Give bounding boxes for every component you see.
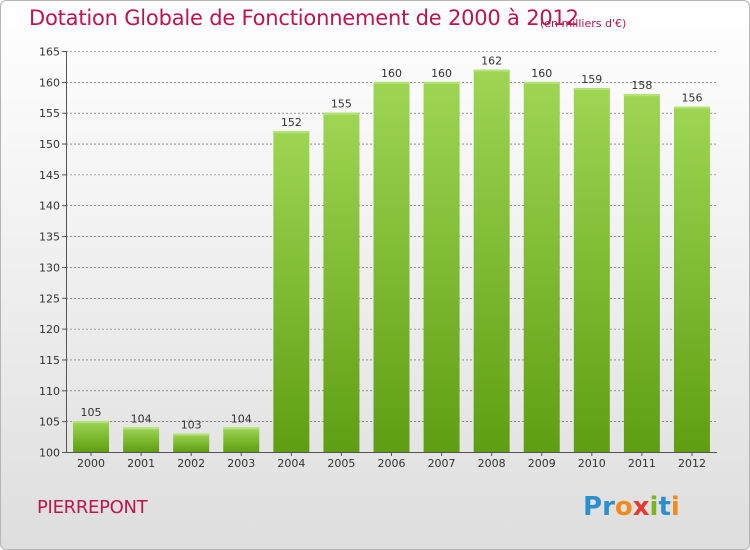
bar-highlight	[223, 427, 260, 430]
x-tick-label: 2006	[378, 457, 406, 470]
x-tick-label: 2009	[528, 457, 556, 470]
bar-highlight	[623, 94, 660, 97]
chart-title: Dotation Globale de Fonctionnement de 20…	[29, 6, 579, 30]
x-tick-label: 2008	[478, 457, 506, 470]
bar-value-label: 160	[381, 67, 402, 80]
y-tick-label: 140	[39, 200, 60, 213]
bar-value-label: 160	[531, 67, 552, 80]
y-tick-label: 135	[39, 231, 60, 244]
bar	[273, 131, 310, 452]
bar	[123, 427, 160, 452]
bar-highlight	[573, 88, 610, 91]
x-tick-label: 2000	[77, 457, 105, 470]
bar	[423, 81, 460, 452]
bar-value-label: 155	[331, 98, 352, 111]
bar	[373, 81, 410, 452]
bar-value-label: 105	[81, 406, 102, 419]
brand-letter: t	[658, 492, 671, 522]
brand-letter: r	[602, 492, 615, 522]
bar	[673, 106, 710, 453]
bar-value-label: 104	[131, 412, 152, 425]
brand-letter: P	[583, 492, 603, 522]
bar	[523, 81, 560, 452]
x-tick-label: 2004	[277, 457, 305, 470]
bar	[573, 88, 610, 452]
proxiti-logo[interactable]: Proxiti	[583, 492, 680, 522]
x-tick-label: 2005	[327, 457, 355, 470]
brand-letter: i	[649, 492, 659, 522]
y-tick-label: 150	[39, 138, 60, 151]
bar-highlight	[273, 131, 310, 134]
chart-subtitle: (en milliers d'€)	[540, 17, 627, 30]
bar-highlight	[173, 433, 210, 436]
bar	[173, 433, 210, 452]
x-tick-label: 2011	[628, 457, 656, 470]
brand-letter: o	[614, 492, 633, 522]
y-tick-label: 160	[39, 76, 60, 89]
y-tick-label: 110	[39, 385, 60, 398]
y-tick-label: 105	[39, 416, 60, 429]
x-tick-label: 2010	[578, 457, 606, 470]
brand-letter: x	[632, 492, 650, 522]
x-tick-label: 2002	[177, 457, 205, 470]
y-tick-label: 165	[39, 46, 60, 59]
brand-letter: i	[670, 492, 680, 522]
bar	[223, 427, 260, 452]
bar-highlight	[423, 81, 460, 84]
y-tick-label: 125	[39, 292, 60, 305]
bar	[473, 69, 510, 452]
bar-value-label: 156	[681, 92, 702, 105]
y-tick-label: 130	[39, 261, 60, 274]
bar-value-label: 104	[231, 412, 252, 425]
bar-highlight	[673, 106, 710, 109]
bar-value-label: 159	[581, 73, 602, 86]
y-tick-label: 115	[39, 354, 60, 367]
x-tick-label: 2003	[227, 457, 255, 470]
bar-value-label: 160	[431, 67, 452, 80]
y-tick-label: 100	[39, 447, 60, 460]
x-tick-label: 2007	[428, 457, 456, 470]
commune-name: PIERREPONT	[37, 497, 148, 518]
y-tick-label: 120	[39, 323, 60, 336]
y-tick-label: 145	[39, 169, 60, 182]
bars: 105 104 103 104 152 155 160 160 162 160 159 158 156	[73, 55, 710, 453]
bar	[623, 94, 660, 452]
bar-value-label: 158	[631, 79, 652, 92]
x-tick-label: 2001	[127, 457, 155, 470]
bar-highlight	[473, 69, 510, 72]
bar-highlight	[323, 112, 360, 115]
bar-value-label: 103	[181, 418, 202, 431]
axes: 1001051101151201251301351401451501551601…	[39, 46, 717, 470]
bar-highlight	[523, 81, 560, 84]
bar-highlight	[373, 81, 410, 84]
bar-highlight	[123, 427, 160, 430]
y-tick-label: 155	[39, 107, 60, 120]
x-tick-label: 2012	[678, 457, 706, 470]
bar-value-label: 162	[481, 55, 502, 68]
bar-value-label: 152	[281, 116, 302, 129]
bar	[323, 112, 360, 452]
bar	[73, 421, 110, 452]
bar-highlight	[73, 421, 110, 424]
